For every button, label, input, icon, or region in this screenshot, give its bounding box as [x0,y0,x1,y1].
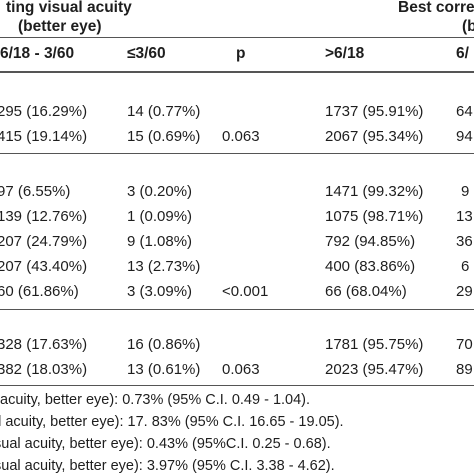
table-bottom-rule [0,385,474,386]
cell-gt-6-18: 1471 (99.32%) [325,183,424,200]
column-group-presenting-acuity-subtitle: (better eye) [18,18,102,35]
cell-6-18-best: 6 [461,258,470,275]
section-divider-2 [0,309,474,310]
column-header-gt-6-18: >6/18 [325,45,365,62]
cell-6-18-to-3-60: 295 (16.29%) [0,103,88,120]
cell-gt-6-18: 2023 (95.47%) [325,361,424,378]
section-divider-1 [0,153,474,154]
cell-gt-6-18: 400 (83.86%) [325,258,416,275]
footnote: sual acuity, better eye): 3.97% (95% C.I… [0,458,335,474]
cell-gt-6-18: 792 (94.85%) [325,233,416,250]
cell-gt-6-18: 1075 (98.71%) [325,208,424,225]
cell-le-3-60: 16 (0.86%) [127,336,201,353]
cell-p: 0.063 [222,361,260,378]
footnote: acuity, better eye): 0.73% (95% C.I. 0.4… [0,392,311,408]
cell-6-18-to-3-60: 60 (61.86%) [0,283,79,300]
cell-6-18-best: 13 [456,208,473,225]
cell-6-18-best: 70 [456,336,473,353]
column-header-p: p [236,45,246,62]
cell-6-18-best: 29 [456,283,473,300]
cell-6-18-to-3-60: 97 (6.55%) [0,183,71,200]
column-header-6-18-to-3-60: 6/18 - 3/60 [0,45,75,62]
footnote: sual acuity, better eye): 0.43% (95%C.I.… [0,436,331,452]
cell-gt-6-18: 66 (68.04%) [325,283,407,300]
cell-le-3-60: 13 (0.61%) [127,361,201,378]
cell-6-18-best: 89 [456,361,473,378]
column-group-best-corrected: Best corre [398,0,474,16]
footnote: al acuity, better eye): 17. 83% (95% C.I… [0,414,344,430]
cell-le-3-60: 1 (0.09%) [127,208,193,225]
header-rule-top [0,37,474,38]
cell-6-18-to-3-60: 139 (12.76%) [0,208,88,225]
cell-gt-6-18: 2067 (95.34%) [325,128,424,145]
cell-6-18-to-3-60: 207 (24.79%) [0,233,88,250]
cell-6-18-to-3-60: 328 (17.63%) [0,336,88,353]
cell-p: 0.063 [222,128,260,145]
cell-le-3-60: 15 (0.69%) [127,128,201,145]
cell-6-18-best: 64 [456,103,473,120]
column-group-best-corrected-subtitle: (b [462,18,474,35]
column-group-presenting-acuity: ting visual acuity [6,0,132,16]
cell-6-18-best: 36 [456,233,473,250]
column-header-6-18-best: 6/ [456,45,469,62]
cell-le-3-60: 3 (0.20%) [127,183,193,200]
cell-p: <0.001 [222,283,269,300]
cell-gt-6-18: 1737 (95.91%) [325,103,424,120]
cell-6-18-to-3-60: 382 (18.03%) [0,361,88,378]
cell-le-3-60: 3 (3.09%) [127,283,193,300]
cell-6-18-to-3-60: 415 (19.14%) [0,128,88,145]
cell-gt-6-18: 1781 (95.75%) [325,336,424,353]
column-header-le-3-60: ≤3/60 [127,45,166,62]
header-rule-bottom [0,71,474,73]
cell-6-18-to-3-60: 207 (43.40%) [0,258,88,275]
cell-6-18-best: 9 [461,183,470,200]
cell-le-3-60: 9 (1.08%) [127,233,193,250]
cell-6-18-best: 94 [456,128,473,145]
cell-le-3-60: 14 (0.77%) [127,103,201,120]
cell-le-3-60: 13 (2.73%) [127,258,201,275]
